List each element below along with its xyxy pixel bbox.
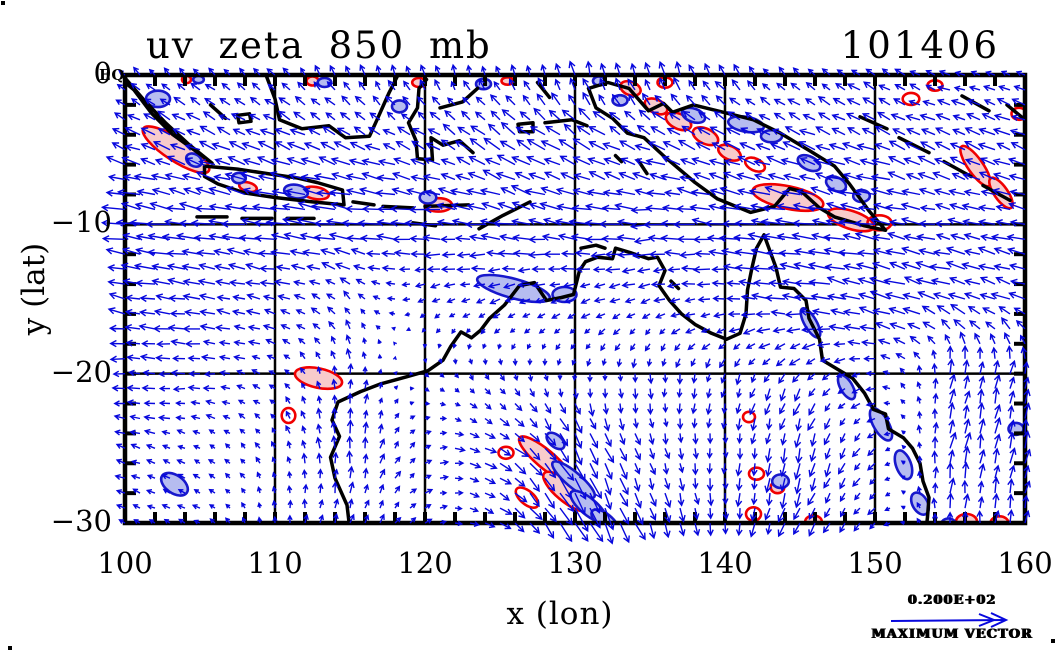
wind-vector-field: [100, 60, 1032, 545]
coastline-right-edge-dash: [1005, 103, 1025, 122]
coastline-bangka: [208, 103, 228, 121]
y-tick-label: −20: [50, 354, 112, 389]
registration-dot: [1051, 639, 1055, 643]
equator-label: EQ: [99, 66, 126, 84]
coastline-sulawesi: [406, 77, 475, 162]
x-tick-label: 110: [247, 546, 303, 580]
coastline-sulawesi-east-arm: [438, 86, 480, 110]
coastline-java: [202, 164, 346, 207]
plot-title: uv zeta 850 mb: [146, 24, 492, 67]
coastline-borneo: [264, 75, 400, 140]
coastline-kai: [613, 153, 624, 164]
max-vector-arrow: [890, 612, 1009, 628]
coastline-bali-lombok: [351, 200, 376, 207]
coastline-halmahera: [535, 80, 552, 100]
registration-dot: [8, 646, 12, 650]
coastlines: [125, 75, 1025, 523]
x-axis-label: x (lon): [506, 596, 614, 632]
coastline-new-britain-dash-2: [897, 135, 931, 155]
x-tick-label: 140: [697, 546, 753, 580]
max-vector-label: MAXIMUM VECTOR: [871, 627, 1033, 642]
coastline-new-guinea: [586, 80, 888, 233]
registration-dot: [1, 1, 5, 5]
x-tick-label: 120: [397, 546, 453, 580]
coastline-flores: [423, 203, 471, 209]
coastline-melville: [579, 243, 607, 250]
x-tick-label: 130: [547, 546, 603, 580]
coastline-belitung: [235, 112, 253, 125]
x-tick-label: 160: [997, 546, 1053, 580]
coastline-aru: [636, 158, 649, 176]
max-vector-value: 0.200E+02: [907, 593, 997, 608]
y-tick-label: −30: [50, 504, 112, 538]
y-tick-label: −10: [50, 205, 112, 240]
coastline-seram: [543, 118, 589, 128]
x-tick-label: 150: [847, 546, 903, 580]
x-tick-label: 100: [97, 546, 153, 580]
coastline-australia: [328, 233, 931, 523]
coastline-sumatra: [125, 76, 214, 165]
run-id-label: 101406: [840, 24, 1000, 67]
coastline-sumbawa: [381, 204, 415, 210]
y-tick-label: 0: [93, 56, 112, 90]
